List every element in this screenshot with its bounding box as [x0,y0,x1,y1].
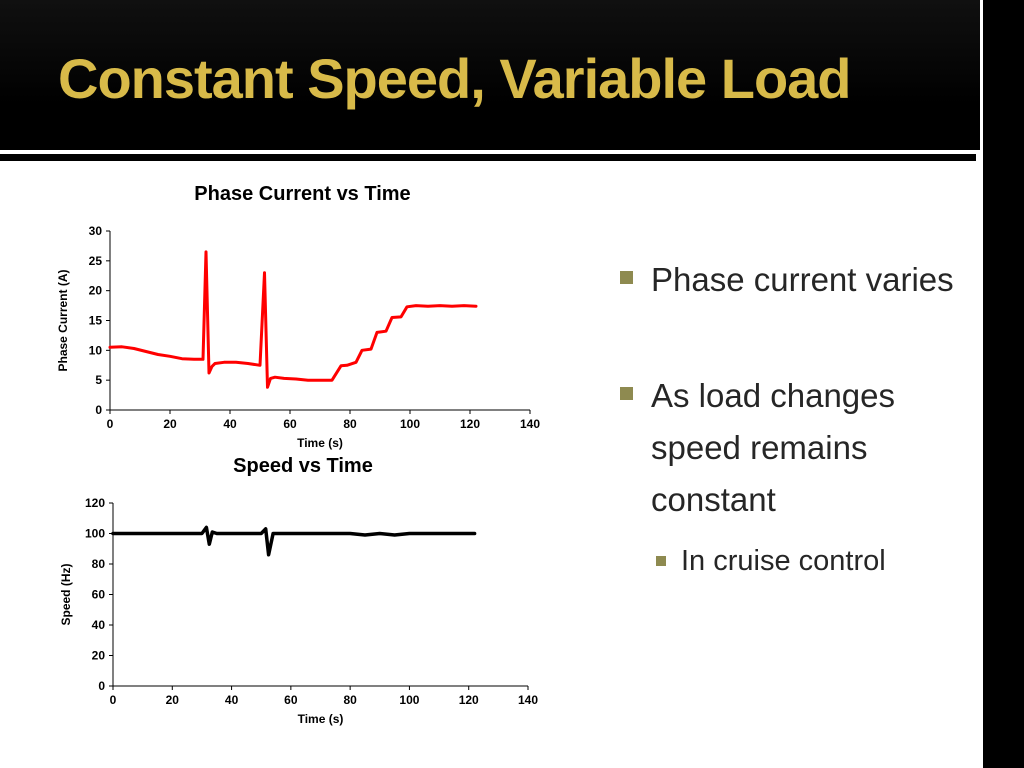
svg-text:120: 120 [459,693,479,707]
bullet-square-icon [620,387,633,401]
sub-bullet-item-cruise-control: In cruise control [656,541,968,582]
speed-chart: Speed vs Time 0 20 40 60 80 100 120 140 0 20 40 60 8… [58,452,548,731]
speed-chart-canvas: 0 20 40 60 80 100 120 140 0 20 40 60 80 100 120 Time (s… [59,496,538,726]
svg-text:100: 100 [400,417,420,431]
svg-text:Time (s): Time (s) [298,712,344,726]
sidebar-strip [980,0,1024,768]
svg-text:15: 15 [89,314,103,328]
svg-text:0: 0 [107,417,114,431]
svg-text:40: 40 [92,618,106,632]
svg-text:20: 20 [163,417,177,431]
svg-text:120: 120 [460,417,480,431]
svg-text:Speed (Hz): Speed (Hz) [59,563,73,625]
svg-text:60: 60 [284,693,298,707]
svg-text:40: 40 [223,417,237,431]
svg-text:100: 100 [85,527,105,541]
svg-text:5: 5 [95,373,102,387]
phase-current-chart: Phase Current vs Time 0 20 40 60 80 100 120 140… [55,180,550,455]
sub-bullet-text: In cruise control [681,544,886,577]
svg-text:140: 140 [518,693,538,707]
header-banner [0,0,1024,150]
svg-text:100: 100 [399,693,419,707]
svg-text:60: 60 [283,417,297,431]
phase-current-chart-title: Phase Current vs Time [194,183,411,205]
svg-text:Time (s): Time (s) [297,436,343,450]
svg-text:80: 80 [343,417,357,431]
svg-text:20: 20 [92,649,106,663]
svg-text:0: 0 [98,679,105,693]
svg-text:40: 40 [225,693,239,707]
svg-text:20: 20 [166,693,180,707]
svg-text:0: 0 [95,403,102,417]
svg-text:80: 80 [343,693,357,707]
slide-title: Constant Speed, Variable Load [58,47,852,110]
svg-text:140: 140 [520,417,540,431]
svg-text:120: 120 [85,496,105,510]
svg-text:0: 0 [110,693,117,707]
header-divider-line [0,150,976,154]
svg-text:25: 25 [89,254,103,268]
bullet-square-icon [620,271,633,284]
svg-text:60: 60 [92,588,106,602]
bullet-text: As load changes speed remains constant [651,377,896,519]
bullet-item-phase-current: Phase current varies [620,254,968,306]
bullet-list: Phase current varies As load changes spe… [620,254,968,581]
svg-text:80: 80 [92,557,106,571]
svg-text:Phase Current (A): Phase Current (A) [56,269,70,371]
sub-bullet-square-icon [656,555,666,566]
header-divider-gap [0,154,976,161]
bullet-item-load-changes: As load changes speed remains constant [620,370,968,526]
svg-text:20: 20 [89,284,103,298]
phase-current-chart-canvas: 0 20 40 60 80 100 120 140 0 5 10 15 20 25 30 Time (s) Ph… [56,224,540,450]
bullet-text: Phase current varies [651,261,954,298]
svg-text:30: 30 [89,224,103,238]
speed-chart-title: Speed vs Time [233,455,373,477]
svg-text:10: 10 [89,343,103,357]
